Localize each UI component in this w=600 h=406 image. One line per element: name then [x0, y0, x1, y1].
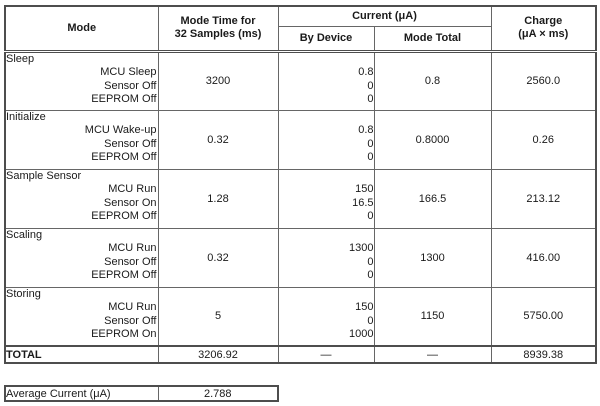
- spacer: [279, 229, 374, 243]
- by-device-value: 0.8: [358, 124, 374, 136]
- average-current-table: Average Current (μA) 2.788: [4, 385, 279, 402]
- device-label: EEPROM Off: [91, 210, 157, 222]
- total-label: TOTAL: [4, 345, 159, 364]
- by-device-cell: 1300 0 0: [277, 227, 375, 288]
- by-device-cell: 0.8 0 0: [277, 50, 375, 111]
- mode-cell: Storing MCU Run Sensor Off EEPROM On: [4, 286, 159, 347]
- device-label: EEPROM Off: [91, 93, 157, 105]
- spacer: [279, 53, 374, 67]
- average-current-label: Average Current (μA): [4, 385, 159, 402]
- col-header-current: Current (μA): [277, 5, 492, 27]
- by-device-cell: 0.8 0 0: [277, 109, 375, 170]
- by-device-value: 0: [367, 93, 374, 105]
- table-row-initialize: Initialize MCU Wake-up Sensor Off EEPROM…: [4, 109, 597, 170]
- col-header-mode-time: Mode Time for 32 Samples (ms): [157, 5, 279, 53]
- col-header-charge: Charge (μA × ms): [490, 5, 597, 53]
- col-header-by-device: By Device: [277, 25, 375, 53]
- by-device-value: 150: [355, 183, 374, 195]
- spacer: [279, 170, 374, 184]
- by-device-value: 0: [367, 255, 374, 268]
- by-device-value: 0: [367, 210, 374, 222]
- device-label: Sensor Off: [104, 255, 157, 268]
- total-mode-time: 3206.92: [157, 345, 279, 364]
- table-row-scaling: Scaling MCU Run Sensor Off EEPROM Off 0.…: [4, 227, 597, 288]
- mode-total-value: 0.8: [373, 50, 492, 111]
- total-mode-total: —: [373, 345, 492, 364]
- device-label: MCU Wake-up: [84, 124, 157, 136]
- device-label: EEPROM Off: [91, 269, 157, 281]
- by-device-value: 0: [367, 269, 374, 281]
- by-device-value: 1000: [349, 328, 374, 340]
- table-row-sample-sensor: Sample Sensor MCU Run Sensor On EEPROM O…: [4, 168, 597, 229]
- by-device-value: 0: [367, 151, 374, 163]
- by-device-value: 16.5: [352, 196, 374, 209]
- by-device-cell: 150 16.5 0: [277, 168, 375, 229]
- average-current-value: 2.788: [157, 385, 279, 402]
- col-header-mode-total: Mode Total: [373, 25, 492, 53]
- mode-time-value: 0.32: [157, 227, 279, 288]
- mode-total-value: 1300: [373, 227, 492, 288]
- by-device-value: 150: [355, 301, 374, 313]
- by-device-value: 0: [367, 137, 374, 150]
- charge-value: 416.00: [490, 227, 597, 288]
- by-device-value: 1300: [349, 242, 374, 254]
- by-device-value: 0: [367, 314, 374, 327]
- header-row-sub: By Device Mode Total: [5, 25, 596, 53]
- power-consumption-table: Mode Mode Time for 32 Samples (ms) Curre…: [4, 5, 597, 364]
- mode-cell: Scaling MCU Run Sensor Off EEPROM Off: [4, 227, 159, 288]
- table-row-storing: Storing MCU Run Sensor Off EEPROM On 5 1…: [4, 286, 597, 347]
- mode-time-value: 3200: [157, 50, 279, 111]
- mode-total-value: 0.8000: [373, 109, 492, 170]
- spacer: [279, 111, 374, 125]
- mode-name: Sample Sensor: [6, 169, 82, 182]
- table-row-total: TOTAL 3206.92 — — 8939.38: [4, 345, 597, 364]
- mode-time-value: 0.32: [157, 109, 279, 170]
- header-row-main: Mode Mode Time for 32 Samples (ms) Curre…: [4, 5, 597, 53]
- col-header-mode: Mode: [4, 5, 159, 53]
- charge-value: 5750.00: [490, 286, 597, 347]
- device-label: MCU Run: [108, 242, 157, 254]
- mode-cell: Initialize MCU Wake-up Sensor Off EEPROM…: [4, 109, 159, 170]
- mode-cell: Sample Sensor MCU Run Sensor On EEPROM O…: [4, 168, 159, 229]
- charge-value: 0.26: [490, 109, 597, 170]
- by-device-value: 0.8: [358, 66, 374, 78]
- mode-name: Initialize: [6, 110, 46, 123]
- total-by-device: —: [277, 345, 375, 364]
- average-current-row: Average Current (μA) 2.788: [4, 385, 279, 402]
- device-label: MCU Sleep: [100, 66, 157, 78]
- mode-name: Sleep: [6, 52, 35, 65]
- device-label: Sensor Off: [104, 314, 157, 327]
- device-label: Sensor On: [103, 196, 157, 209]
- by-device-value: 0: [367, 79, 374, 92]
- by-device-cell: 150 0 1000: [277, 286, 375, 347]
- mode-time-value: 1.28: [157, 168, 279, 229]
- device-label: MCU Run: [108, 183, 157, 195]
- device-label: EEPROM Off: [91, 151, 157, 163]
- charge-value: 213.12: [490, 168, 597, 229]
- mode-total-value: 166.5: [373, 168, 492, 229]
- device-label: MCU Run: [108, 301, 157, 313]
- mode-total-value: 1150: [373, 286, 492, 347]
- charge-value: 2560.0: [490, 50, 597, 111]
- mode-cell: Sleep MCU Sleep Sensor Off EEPROM Off: [4, 50, 159, 111]
- device-label: Sensor Off: [104, 79, 157, 92]
- mode-name: Storing: [6, 287, 41, 300]
- table-row-sleep: Sleep MCU Sleep Sensor Off EEPROM Off 32…: [4, 50, 597, 111]
- total-charge: 8939.38: [490, 345, 597, 364]
- device-label: EEPROM On: [91, 328, 157, 340]
- spacer: [279, 288, 374, 302]
- mode-name: Scaling: [6, 228, 43, 241]
- mode-time-value: 5: [157, 286, 279, 347]
- device-label: Sensor Off: [104, 137, 157, 150]
